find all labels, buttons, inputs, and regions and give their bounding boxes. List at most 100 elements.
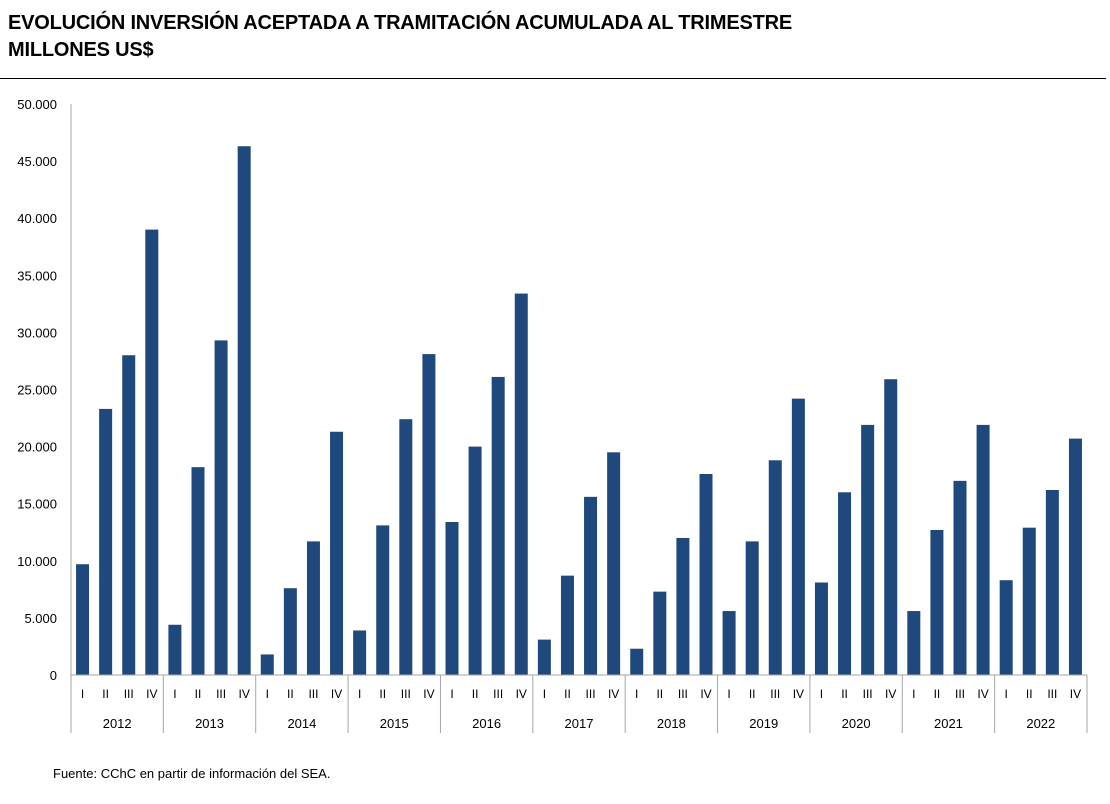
x-tick-label-quarter: IV — [331, 687, 342, 701]
x-tick-label-quarter: I — [912, 687, 915, 701]
bar — [514, 293, 528, 675]
bar — [468, 446, 482, 675]
x-tick-label-quarter: III — [1047, 687, 1057, 701]
bar — [791, 398, 805, 675]
x-tick-label-year: 2016 — [472, 716, 501, 731]
x-tick-label-quarter: II — [379, 687, 386, 701]
x-tick-label-quarter: IV — [977, 687, 988, 701]
bar — [122, 355, 136, 675]
x-tick-label-quarter: II — [841, 687, 848, 701]
x-tick-label-quarter: IV — [423, 687, 434, 701]
y-tick-label: 25.000 — [17, 383, 57, 398]
x-tick-label-quarter: I — [543, 687, 546, 701]
x-tick-label-year: 2022 — [1026, 716, 1055, 731]
bar — [145, 229, 159, 675]
title-line-2: MILLONES US$ — [8, 39, 154, 61]
y-tick-label: 30.000 — [17, 325, 57, 340]
bar — [260, 654, 274, 675]
bar — [953, 480, 967, 675]
bar — [907, 611, 921, 675]
bar — [422, 354, 436, 675]
x-tick-label-quarter: II — [472, 687, 479, 701]
bar — [376, 525, 390, 675]
x-tick-label-year: 2012 — [103, 716, 132, 731]
bar — [1045, 489, 1059, 675]
source-note: Fuente: CChC en partir de información de… — [53, 766, 331, 781]
x-tick-label-quarter: III — [770, 687, 780, 701]
y-tick-label: 20.000 — [17, 440, 57, 455]
x-tick-label-quarter: III — [401, 687, 411, 701]
x-tick-label-quarter: III — [308, 687, 318, 701]
bar — [445, 521, 459, 675]
bar — [399, 419, 413, 675]
bar — [214, 340, 228, 675]
bar — [168, 624, 182, 675]
bar — [537, 639, 551, 675]
bar — [676, 537, 690, 675]
bar — [560, 575, 574, 675]
bar — [814, 582, 828, 675]
x-tick-label-year: 2019 — [749, 716, 778, 731]
x-tick-label-quarter: II — [656, 687, 663, 701]
bar — [353, 630, 367, 675]
title-divider — [0, 78, 1106, 79]
x-tick-label-quarter: IV — [885, 687, 896, 701]
bar — [76, 564, 90, 675]
bar — [330, 431, 344, 675]
y-tick-label: 10.000 — [17, 554, 57, 569]
x-tick-label-quarter: I — [450, 687, 453, 701]
bar — [722, 611, 736, 675]
bar — [237, 146, 251, 675]
x-tick-label-year: 2020 — [842, 716, 871, 731]
y-tick-label: 5.000 — [24, 611, 57, 626]
y-tick-label: 35.000 — [17, 268, 57, 283]
x-tick-label-quarter: IV — [146, 687, 157, 701]
title-line-1: EVOLUCIÓN INVERSIÓN ACEPTADA A TRAMITACI… — [8, 12, 793, 34]
x-tick-label-quarter: II — [195, 687, 202, 701]
x-tick-label-quarter: II — [749, 687, 756, 701]
bar — [838, 492, 852, 675]
x-tick-label-quarter: II — [564, 687, 571, 701]
x-tick-label-quarter: III — [678, 687, 688, 701]
x-tick-label-quarter: I — [727, 687, 730, 701]
y-tick-label: 45.000 — [17, 154, 57, 169]
x-tick-label-quarter: IV — [1070, 687, 1081, 701]
bar — [607, 452, 621, 675]
x-tick-label-quarter: I — [173, 687, 176, 701]
x-tick-label-year: 2021 — [934, 716, 963, 731]
x-tick-label-quarter: II — [934, 687, 941, 701]
x-tick-label-quarter: I — [1005, 687, 1008, 701]
x-tick-label-year: 2015 — [380, 716, 409, 731]
bar — [99, 408, 113, 675]
x-tick-label-year: 2017 — [565, 716, 594, 731]
x-tick-label-quarter: II — [287, 687, 294, 701]
x-tick-label-quarter: III — [586, 687, 596, 701]
bar — [930, 529, 944, 675]
bar — [976, 424, 990, 675]
x-tick-label-quarter: I — [358, 687, 361, 701]
bar — [999, 580, 1013, 675]
x-tick-label-quarter: IV — [608, 687, 619, 701]
bar — [653, 591, 667, 675]
bar — [861, 424, 875, 675]
x-tick-label-quarter: I — [635, 687, 638, 701]
x-tick-label-quarter: III — [863, 687, 873, 701]
x-tick-label-year: 2013 — [195, 716, 224, 731]
chart-title: EVOLUCIÓN INVERSIÓN ACEPTADA A TRAMITACI… — [8, 10, 792, 64]
x-tick-label-quarter: IV — [239, 687, 250, 701]
x-tick-label-quarter: IV — [516, 687, 527, 701]
bar — [191, 467, 205, 675]
bar-chart: 0 5.000 10.000 15.000 20.000 25.000 30.000 35.0… — [17, 97, 1088, 733]
bar — [584, 496, 598, 675]
x-tick-label-quarter: II — [102, 687, 109, 701]
x-tick-label-quarter: III — [493, 687, 503, 701]
bar — [630, 648, 644, 675]
x-tick-label-quarter: III — [216, 687, 226, 701]
x-tick-label-quarter: I — [820, 687, 823, 701]
bar — [884, 379, 898, 675]
bar — [745, 541, 759, 675]
x-tick-label-year: 2018 — [657, 716, 686, 731]
bar — [1068, 438, 1082, 675]
x-tick-label-quarter: IV — [793, 687, 804, 701]
x-tick-label-quarter: IV — [700, 687, 711, 701]
